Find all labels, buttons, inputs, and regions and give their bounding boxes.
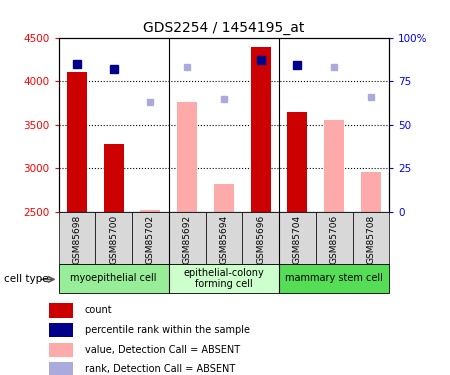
- Text: cell type: cell type: [4, 274, 49, 284]
- Bar: [177, 102, 197, 212]
- Text: mammary stem cell: mammary stem cell: [285, 273, 383, 284]
- Text: GSM85694: GSM85694: [220, 214, 228, 264]
- Bar: [287, 112, 307, 212]
- Bar: [67, 72, 87, 212]
- Text: epithelial-colony
forming cell: epithelial-colony forming cell: [184, 268, 264, 289]
- Bar: [58, 212, 95, 264]
- Text: rank, Detection Call = ABSENT: rank, Detection Call = ABSENT: [85, 364, 235, 375]
- Bar: [169, 264, 279, 292]
- Bar: [140, 210, 161, 212]
- Bar: [361, 172, 381, 212]
- Text: GSM85696: GSM85696: [256, 214, 265, 264]
- Bar: [95, 212, 132, 264]
- Bar: [49, 362, 73, 375]
- Bar: [49, 323, 73, 337]
- Bar: [316, 212, 352, 264]
- Text: myoepithelial cell: myoepithelial cell: [70, 273, 157, 284]
- Text: GSM85708: GSM85708: [366, 214, 375, 264]
- Bar: [49, 343, 73, 357]
- Bar: [58, 264, 169, 292]
- Text: GSM85704: GSM85704: [293, 214, 302, 264]
- Bar: [352, 212, 389, 264]
- Bar: [132, 212, 169, 264]
- Text: percentile rank within the sample: percentile rank within the sample: [85, 325, 250, 335]
- Bar: [324, 120, 344, 212]
- Bar: [49, 303, 73, 318]
- Text: GSM85706: GSM85706: [329, 214, 338, 264]
- Bar: [279, 264, 389, 292]
- Text: GSM85700: GSM85700: [109, 214, 118, 264]
- Bar: [242, 212, 279, 264]
- Text: count: count: [85, 305, 112, 315]
- Bar: [206, 212, 242, 264]
- Bar: [104, 144, 124, 212]
- Text: GSM85702: GSM85702: [146, 214, 155, 264]
- Title: GDS2254 / 1454195_at: GDS2254 / 1454195_at: [143, 21, 305, 35]
- Text: GSM85692: GSM85692: [183, 214, 192, 264]
- Bar: [214, 184, 234, 212]
- Text: value, Detection Call = ABSENT: value, Detection Call = ABSENT: [85, 345, 240, 355]
- Bar: [279, 212, 316, 264]
- Text: GSM85698: GSM85698: [72, 214, 81, 264]
- Bar: [251, 47, 271, 212]
- Bar: [169, 212, 206, 264]
